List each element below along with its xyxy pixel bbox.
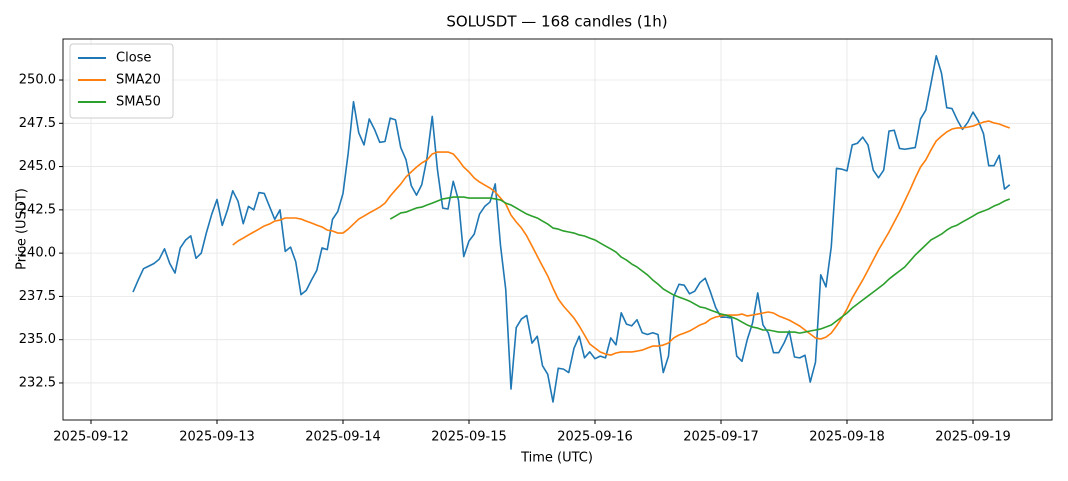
chart-title: SOLUSDT — 168 candles (1h) [446,13,667,31]
y-tick-label: 237.5 [19,289,56,304]
plot-frame [62,38,1053,421]
legend-label: Close [116,51,151,66]
x-axis-label: Time (UTC) [520,451,593,466]
legend-label: SMA50 [116,95,161,110]
y-tick-label: 240.0 [19,246,56,261]
y-tick-label: 245.0 [19,159,56,174]
y-tick-label: 235.0 [19,332,56,347]
line-sma50 [389,196,1011,334]
legend-box [69,43,174,119]
x-tick-label: 2025-09-15 [431,430,507,445]
y-tick-label: 247.5 [19,116,56,131]
x-tick-label: 2025-09-19 [935,430,1011,445]
line-close [132,54,1011,403]
legend-label: SMA20 [116,73,161,88]
x-tick-label: 2025-09-13 [179,430,255,445]
x-tick-label: 2025-09-17 [683,430,759,445]
y-tick-label: 250.0 [19,73,56,88]
line-sma20 [232,120,1011,356]
x-tick-label: 2025-09-16 [557,430,633,445]
y-tick-label: 242.5 [19,202,56,217]
y-tick-label: 232.5 [19,375,56,390]
x-tick-label: 2025-09-18 [809,430,885,445]
x-tick-label: 2025-09-12 [53,430,129,445]
y-axis-label: Price (USDT) [15,188,30,270]
x-tick-label: 2025-09-14 [305,430,381,445]
